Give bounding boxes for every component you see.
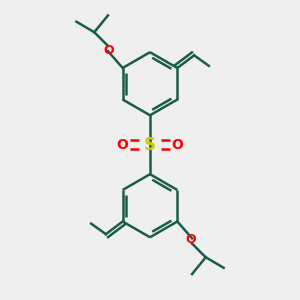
Text: S: S: [144, 136, 156, 154]
Text: O: O: [104, 44, 114, 57]
Text: O: O: [117, 138, 129, 152]
Text: O: O: [171, 138, 183, 152]
Text: O: O: [186, 233, 196, 246]
